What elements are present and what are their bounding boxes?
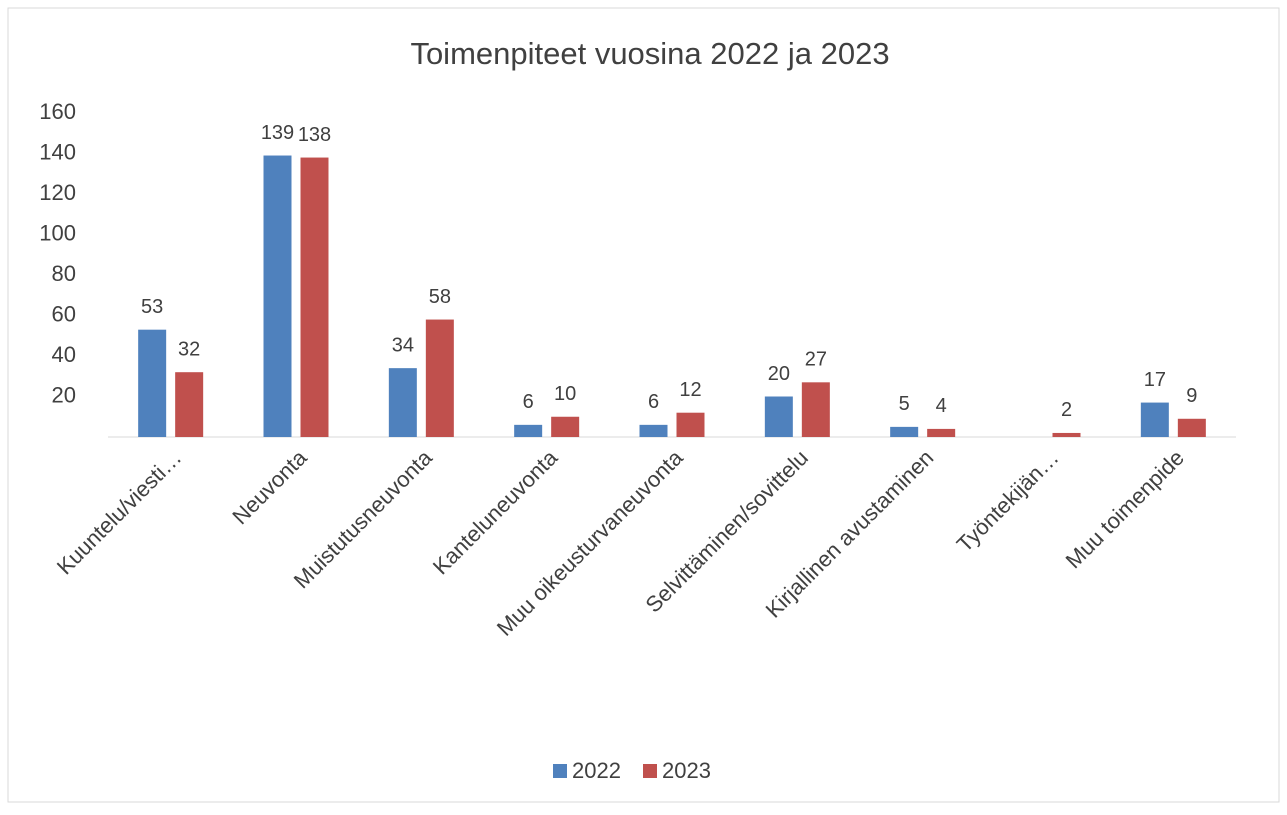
y-tick-label: 40 xyxy=(52,342,76,367)
bar xyxy=(175,372,204,437)
y-tick-label: 160 xyxy=(39,99,76,124)
y-tick-label: 80 xyxy=(52,261,76,286)
data-label: 2 xyxy=(1061,399,1072,421)
data-label: 4 xyxy=(936,395,947,417)
data-label: 139 xyxy=(261,122,294,144)
bar xyxy=(551,416,580,437)
bar xyxy=(890,426,919,437)
data-label: 6 xyxy=(648,391,659,413)
data-label: 20 xyxy=(768,363,790,385)
chart-frame xyxy=(7,7,1280,803)
y-tick-label: 100 xyxy=(39,220,76,245)
data-label: 138 xyxy=(298,124,331,146)
data-label: 53 xyxy=(141,296,163,318)
data-label: 17 xyxy=(1144,369,1166,391)
bar xyxy=(676,412,705,437)
legend-label: 2022 xyxy=(572,758,621,783)
legend-swatch xyxy=(643,764,657,778)
bar xyxy=(388,368,417,437)
data-label: 34 xyxy=(392,334,414,356)
y-tick-label: 140 xyxy=(39,139,76,164)
chart-title: Toimenpiteet vuosina 2022 ja 2023 xyxy=(410,36,889,71)
data-label: 12 xyxy=(679,379,701,401)
data-label: 58 xyxy=(429,286,451,308)
bar xyxy=(1177,418,1206,437)
bar xyxy=(639,424,668,437)
legend-swatch xyxy=(553,764,567,778)
legend-label: 2023 xyxy=(662,758,711,783)
bar xyxy=(425,319,454,437)
bar xyxy=(300,157,329,438)
data-label: 9 xyxy=(1186,385,1197,407)
y-tick-label: 60 xyxy=(52,301,76,326)
bar xyxy=(514,424,543,437)
data-label: 5 xyxy=(899,393,910,415)
bar xyxy=(138,329,167,437)
data-label: 6 xyxy=(523,391,534,413)
bar xyxy=(927,428,956,437)
bar xyxy=(801,382,830,437)
bar xyxy=(1140,402,1169,437)
data-label: 10 xyxy=(554,383,576,405)
bar xyxy=(1052,432,1081,437)
y-tick-label: 120 xyxy=(39,180,76,205)
data-label: 32 xyxy=(178,338,200,360)
data-label: 27 xyxy=(805,349,827,371)
bar xyxy=(764,396,793,437)
y-tick-label: 20 xyxy=(52,382,76,407)
bar xyxy=(263,155,292,437)
